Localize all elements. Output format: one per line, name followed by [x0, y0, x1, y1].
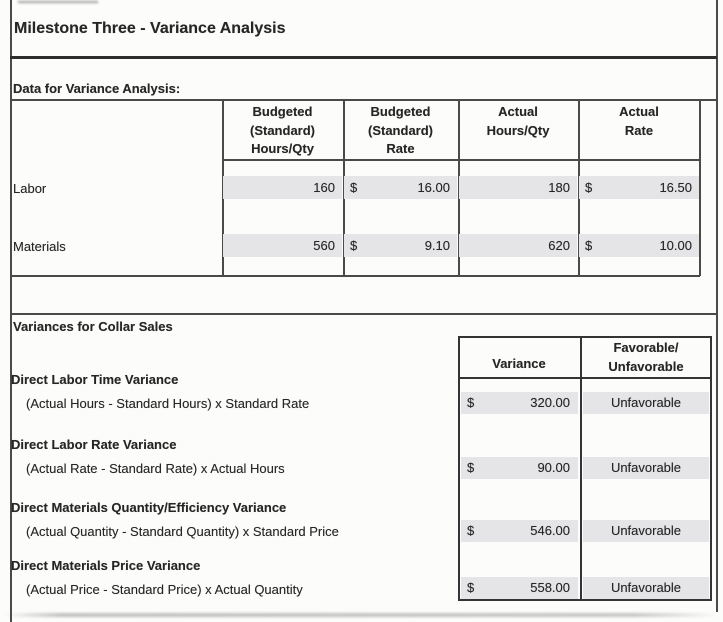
variance-item-formula: (Actual Hours - Standard Hours) x Standa…	[26, 396, 310, 411]
cell-value: 9.10	[424, 238, 450, 253]
variance-amount: 320.00	[530, 395, 570, 410]
variance-status: Unfavorable	[610, 580, 682, 595]
cell-materials-budgeted-qty: 560	[223, 234, 342, 257]
column-header-actual-rate: Actual Rate	[578, 103, 700, 140]
cell-labor-budgeted-rate: $ 16.00	[344, 176, 457, 199]
variance-amount-cell: $ 320.00	[461, 392, 578, 414]
page-right-border	[716, 0, 718, 612]
variance-status-cell: Unfavorable	[583, 392, 709, 414]
header-line: Hours/Qty	[486, 122, 550, 138]
row-label-labor: Labor	[13, 181, 47, 196]
column-header-favorable: Favorable/ Unfavorable	[580, 339, 712, 376]
header-line: Budgeted	[252, 104, 313, 119]
cell-value: 620	[548, 238, 570, 253]
header-line: Hours/Qty	[251, 141, 314, 156]
page-left-border	[10, 0, 12, 622]
data-section-heading: Data for Variance Analysis:	[13, 81, 181, 96]
data-table-right-border	[699, 99, 701, 276]
variance-table-header-underline	[458, 377, 712, 379]
currency-symbol: $	[350, 180, 358, 195]
header-line: Actual	[498, 104, 538, 119]
column-header-budgeted-hours: Budgeted (Standard) Hours/Qty	[222, 103, 343, 159]
cell-materials-actual-rate: $ 10.00	[579, 234, 699, 257]
cell-materials-budgeted-rate: $ 9.10	[344, 234, 457, 257]
currency-symbol: $	[585, 180, 593, 195]
cell-value: 560	[313, 238, 335, 253]
cell-labor-budgeted-qty: 160	[223, 176, 342, 199]
currency-symbol: $	[467, 395, 475, 410]
column-header-actual-hours: Actual Hours/Qty	[458, 103, 578, 140]
cell-materials-actual-qty: 620	[459, 234, 577, 257]
cell-value: 160	[313, 180, 335, 195]
variance-section-heading: Variances for Collar Sales	[13, 319, 173, 334]
scan-top-edge-artifact	[18, 1, 98, 3]
header-line: (Standard)	[368, 122, 433, 138]
currency-symbol: $	[585, 238, 593, 253]
variance-amount-cell: $ 558.00	[461, 577, 578, 599]
variance-amount: 558.00	[530, 580, 570, 595]
currency-symbol: $	[467, 580, 475, 595]
variance-status-cell: Unfavorable	[583, 520, 709, 542]
variance-amount: 90.00	[537, 460, 570, 475]
variance-item-formula: (Actual Quantity - Standard Quantity) x …	[26, 524, 339, 539]
variance-amount: 546.00	[530, 523, 570, 538]
variance-status: Unfavorable	[610, 523, 682, 538]
column-header-variance: Variance	[492, 356, 546, 371]
cell-value: 180	[548, 180, 570, 195]
data-table-bottom-border	[10, 275, 700, 277]
header-line: Favorable/	[613, 340, 679, 355]
cell-value: 10.00	[659, 238, 692, 253]
variance-status-cell: Unfavorable	[583, 457, 709, 479]
variance-status: Unfavorable	[610, 395, 682, 410]
variance-item-formula: (Actual Rate - Standard Rate) x Actual H…	[26, 461, 285, 476]
variance-item-formula: (Actual Price - Standard Price) x Actual…	[26, 582, 303, 597]
variance-status-cell: Unfavorable	[583, 577, 709, 599]
cell-labor-actual-qty: 180	[459, 176, 577, 199]
variance-item-title: Direct Materials Price Variance	[11, 558, 201, 573]
column-header-budgeted-rate: Budgeted (Standard) Rate	[343, 103, 458, 159]
header-line: (Standard)	[250, 122, 315, 138]
variance-amount-cell: $ 90.00	[461, 457, 578, 479]
title-divider	[10, 56, 717, 59]
header-line: Budgeted	[370, 104, 431, 119]
currency-symbol: $	[467, 523, 475, 538]
page-title: Milestone Three - Variance Analysis	[14, 20, 286, 37]
data-table-top-border	[10, 99, 717, 101]
data-table-grid-line	[578, 99, 580, 276]
variance-table-column-divider	[580, 336, 582, 601]
data-table-grid-line	[343, 99, 345, 276]
row-label-materials: Materials	[13, 239, 66, 254]
header-line: Rate	[386, 141, 415, 156]
variance-item-title: Direct Labor Rate Variance	[11, 437, 177, 452]
variance-item-title: Direct Labor Time Variance	[11, 372, 179, 387]
data-table-grid-line	[458, 99, 460, 276]
variance-section-divider	[10, 313, 717, 315]
variance-item-title: Direct Materials Quantity/Efficiency Var…	[11, 500, 287, 515]
currency-symbol: $	[350, 238, 358, 253]
data-table-header-underline	[222, 159, 700, 161]
cell-value: 16.00	[417, 180, 450, 195]
cell-value: 16.50	[659, 180, 692, 195]
header-line: Rate	[624, 122, 654, 138]
variance-amount-cell: $ 546.00	[461, 520, 578, 542]
cell-labor-actual-rate: $ 16.50	[579, 176, 699, 199]
scan-bottom-edge-artifact	[4, 613, 719, 617]
data-table-grid-line	[222, 99, 224, 276]
variance-status: Unfavorable	[610, 460, 682, 475]
header-line: Unfavorable	[608, 358, 684, 374]
variance-table-border	[458, 336, 712, 601]
currency-symbol: $	[467, 460, 475, 475]
header-line: Actual	[619, 104, 659, 119]
